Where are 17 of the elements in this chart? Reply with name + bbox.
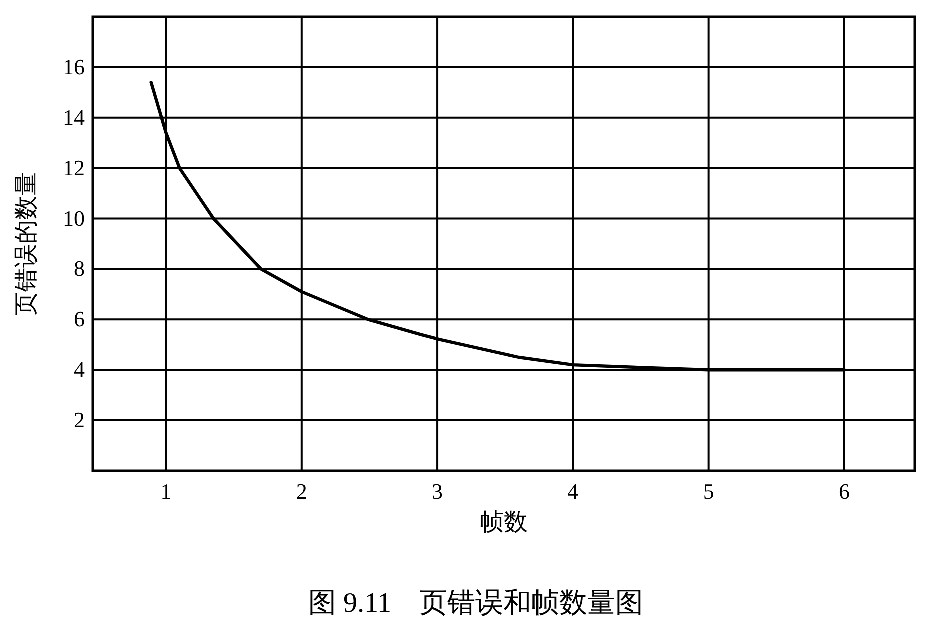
y-tick-label: 4: [74, 357, 85, 382]
x-tick-label: 4: [568, 479, 579, 504]
y-tick-label: 2: [74, 408, 85, 433]
y-tick-label: 10: [63, 206, 85, 231]
x-tick-label: 3: [432, 479, 444, 504]
y-tick-label: 6: [74, 306, 85, 332]
y-tick-label: 12: [63, 155, 85, 180]
y-tick-label: 14: [63, 104, 85, 130]
x-tick-label: 2: [296, 479, 308, 504]
y-tick-label: 16: [63, 54, 85, 80]
y-tick-label: 8: [74, 256, 85, 282]
x-tick-label: 5: [703, 479, 714, 504]
y-axis-title: 页错误的数量: [14, 172, 40, 316]
x-tick-label: 6: [838, 479, 850, 504]
text: 图 9.11 页错误和帧数量图: [308, 588, 644, 619]
x-tick-label: 1: [160, 479, 172, 504]
x-axis-title: 帧数: [480, 510, 528, 536]
